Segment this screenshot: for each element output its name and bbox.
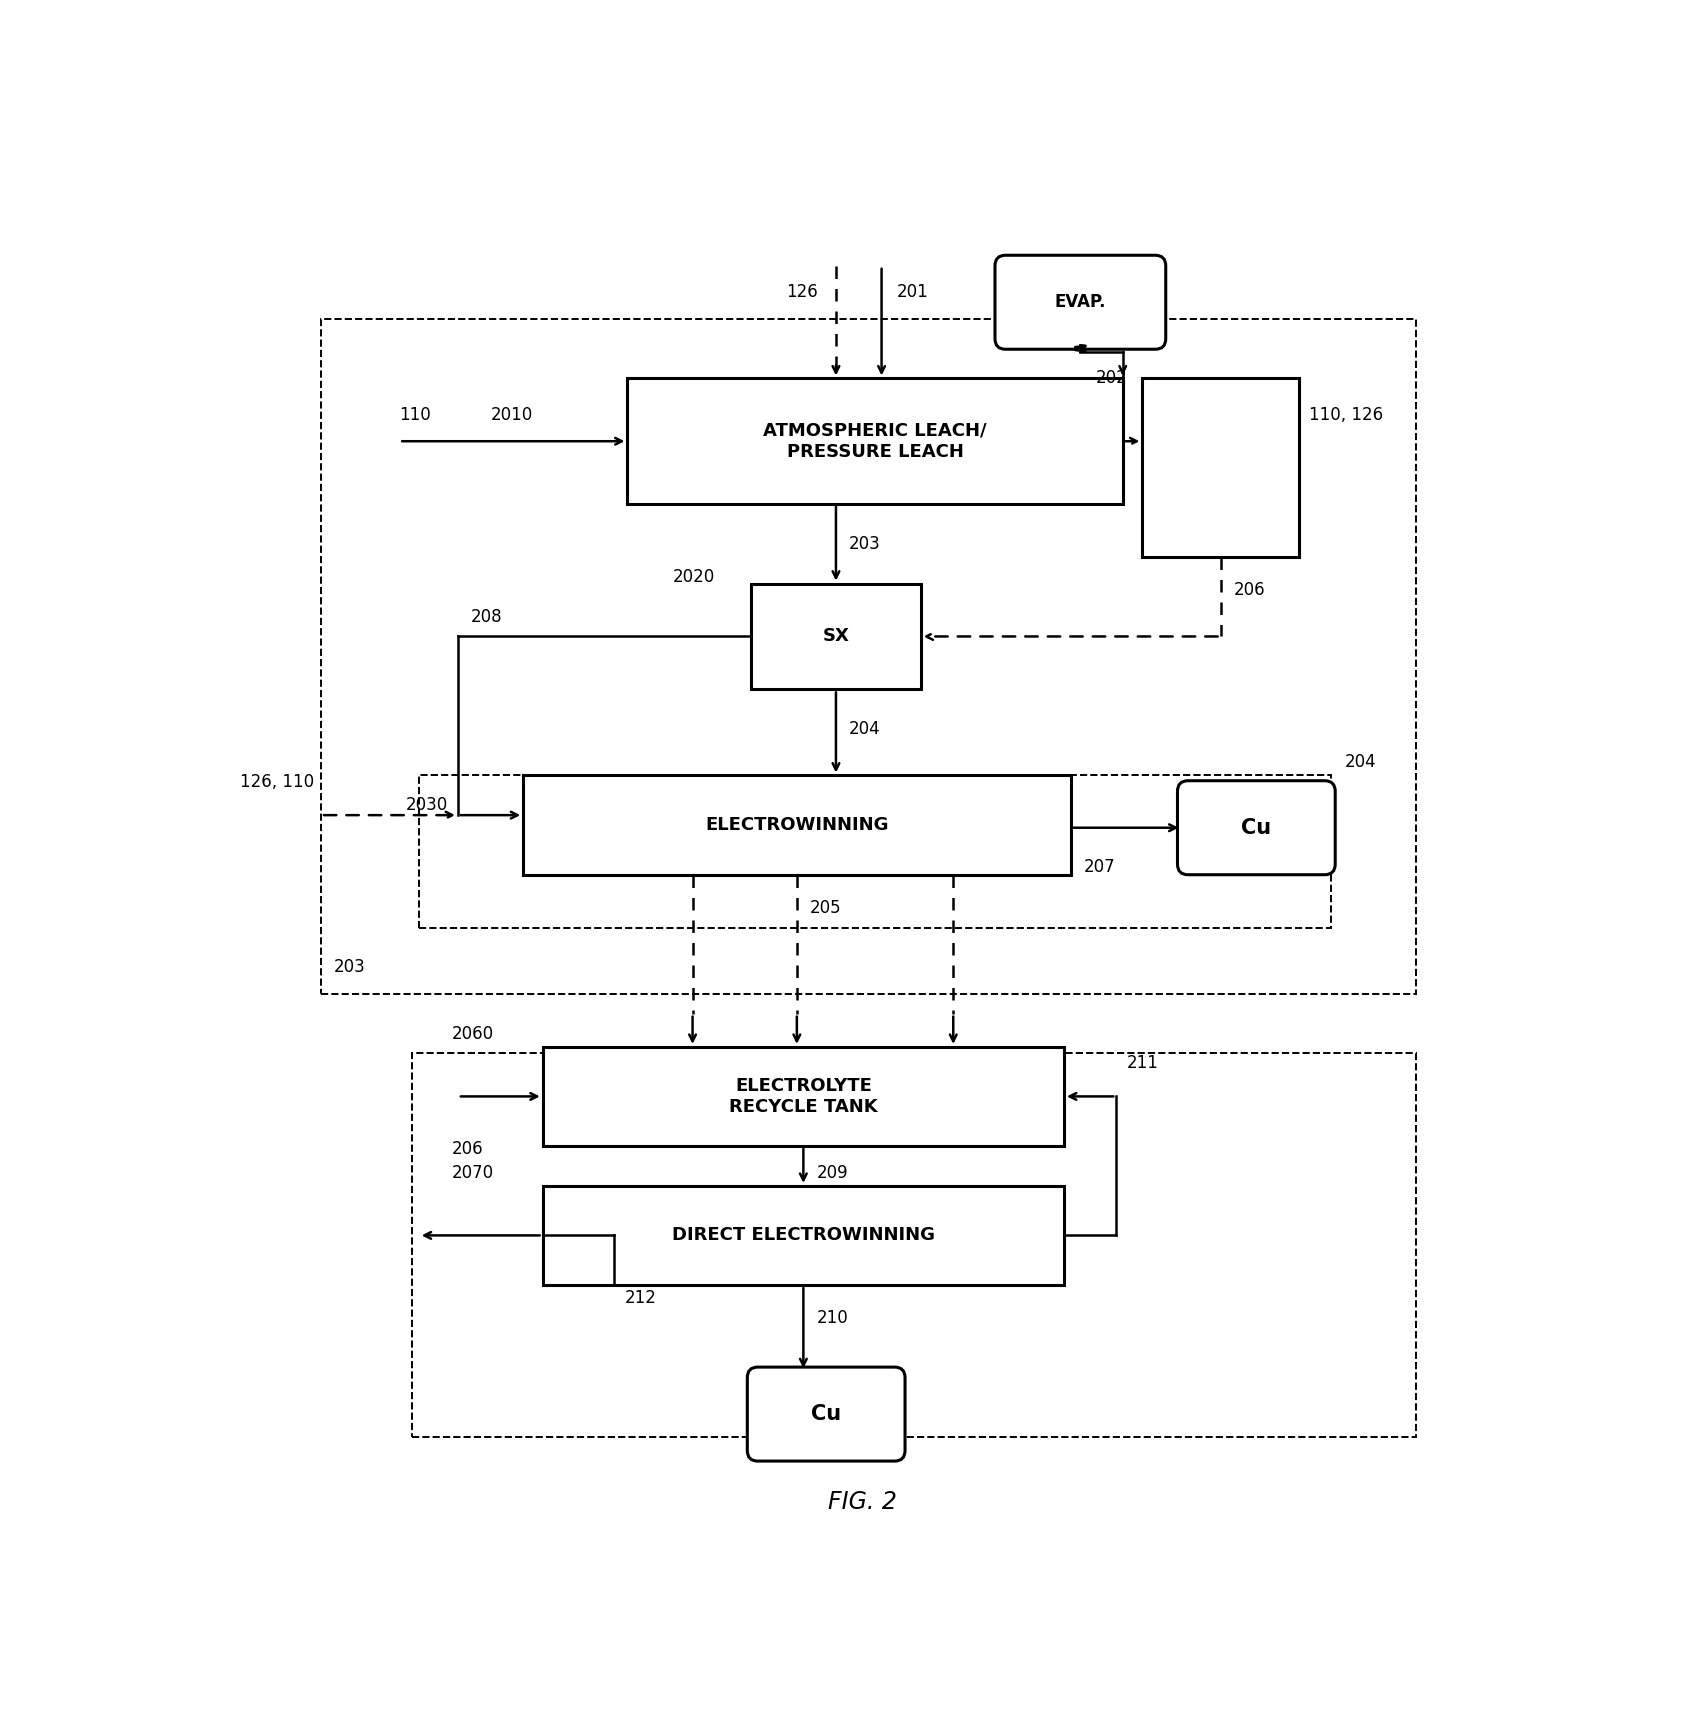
Text: 203: 203 <box>335 959 367 976</box>
Bar <box>627 378 1122 504</box>
Text: 203: 203 <box>849 535 881 554</box>
Text: ELECTROLYTE
RECYCLE TANK: ELECTROLYTE RECYCLE TANK <box>728 1078 878 1116</box>
Text: Cu: Cu <box>1241 818 1272 837</box>
Text: ATMOSPHERIC LEACH/
PRESSURE LEACH: ATMOSPHERIC LEACH/ PRESSURE LEACH <box>764 421 987 461</box>
Text: 126: 126 <box>787 284 817 301</box>
FancyBboxPatch shape <box>1177 780 1336 875</box>
Text: DIRECT ELECTROWINNING: DIRECT ELECTROWINNING <box>671 1226 935 1245</box>
Text: 205: 205 <box>809 899 841 916</box>
Text: 208: 208 <box>471 607 503 626</box>
Text: 207: 207 <box>1083 858 1115 877</box>
Text: 126, 110: 126, 110 <box>241 774 315 791</box>
Text: 206: 206 <box>1233 581 1265 600</box>
Text: ELECTROWINNING: ELECTROWINNING <box>705 817 888 834</box>
Text: 2060: 2060 <box>451 1025 493 1042</box>
Bar <box>752 583 920 689</box>
Text: 201: 201 <box>897 284 928 301</box>
Bar <box>412 1054 1416 1437</box>
Bar <box>321 318 1416 994</box>
Text: 2070: 2070 <box>451 1164 493 1181</box>
Text: 206: 206 <box>451 1140 483 1159</box>
Text: 110, 126: 110, 126 <box>1309 406 1383 425</box>
Text: 2020: 2020 <box>673 567 715 586</box>
Bar <box>523 775 1070 875</box>
Text: 2010: 2010 <box>491 406 533 425</box>
Bar <box>543 1186 1065 1286</box>
Text: FIG. 2: FIG. 2 <box>828 1490 897 1514</box>
Text: EVAP.: EVAP. <box>1055 294 1107 311</box>
Bar <box>543 1047 1065 1147</box>
Text: 202: 202 <box>1097 370 1127 387</box>
FancyBboxPatch shape <box>747 1367 905 1461</box>
Text: 204: 204 <box>849 720 881 737</box>
Text: SX: SX <box>822 627 849 645</box>
Text: 204: 204 <box>1344 753 1376 772</box>
Text: 2030: 2030 <box>405 796 447 815</box>
FancyBboxPatch shape <box>996 254 1166 349</box>
Text: 210: 210 <box>816 1310 848 1327</box>
Text: Cu: Cu <box>811 1404 841 1423</box>
Text: 110: 110 <box>399 406 431 425</box>
Text: 211: 211 <box>1127 1054 1159 1073</box>
Text: 209: 209 <box>816 1164 848 1181</box>
Bar <box>419 775 1330 928</box>
Text: 212: 212 <box>624 1289 656 1306</box>
Bar <box>1142 378 1299 557</box>
